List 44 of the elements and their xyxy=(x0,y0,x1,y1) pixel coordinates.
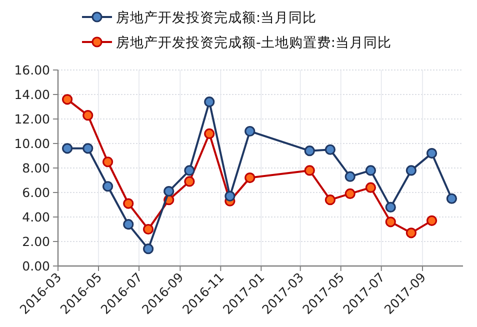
point xyxy=(406,165,417,176)
legend-label: 房地产开发投资完成额-土地购置费:当月同比 xyxy=(116,35,392,51)
point xyxy=(102,156,114,168)
point xyxy=(324,194,336,206)
point xyxy=(164,186,174,197)
legend-label: 房地产开发投资完成额:当月同比 xyxy=(116,10,317,26)
y-tick-label: 8.00 xyxy=(22,160,50,176)
point xyxy=(446,193,458,204)
point xyxy=(385,216,396,228)
y-tick-label: 6.00 xyxy=(22,185,50,200)
point xyxy=(406,228,417,238)
point xyxy=(184,176,195,187)
point xyxy=(224,190,236,202)
point xyxy=(204,128,215,139)
point xyxy=(184,165,195,176)
y-tick-label: 16.00 xyxy=(14,62,50,78)
y-tick-label: 4.00 xyxy=(22,210,50,224)
point xyxy=(204,96,215,108)
point xyxy=(123,219,134,230)
point xyxy=(123,198,134,209)
point xyxy=(142,244,154,254)
point xyxy=(304,165,315,176)
point xyxy=(344,171,356,182)
y-tick-label: 12.00 xyxy=(14,112,50,126)
y-tick-label: 2.00 xyxy=(22,234,50,249)
point xyxy=(244,172,256,184)
point xyxy=(365,165,376,176)
y-tick-label: 14.00 xyxy=(14,87,50,102)
point xyxy=(365,182,376,193)
point xyxy=(385,202,396,212)
y-tick-label: 0.00 xyxy=(22,258,50,274)
point xyxy=(82,143,94,154)
point xyxy=(304,146,315,156)
point xyxy=(426,215,438,226)
point xyxy=(344,188,356,200)
point xyxy=(62,94,73,105)
point xyxy=(62,143,73,154)
point xyxy=(426,148,438,159)
point xyxy=(142,224,154,235)
point xyxy=(82,110,94,121)
point xyxy=(244,126,256,137)
point xyxy=(324,144,336,155)
y-tick-label: 10.00 xyxy=(14,136,50,151)
point xyxy=(102,181,114,192)
